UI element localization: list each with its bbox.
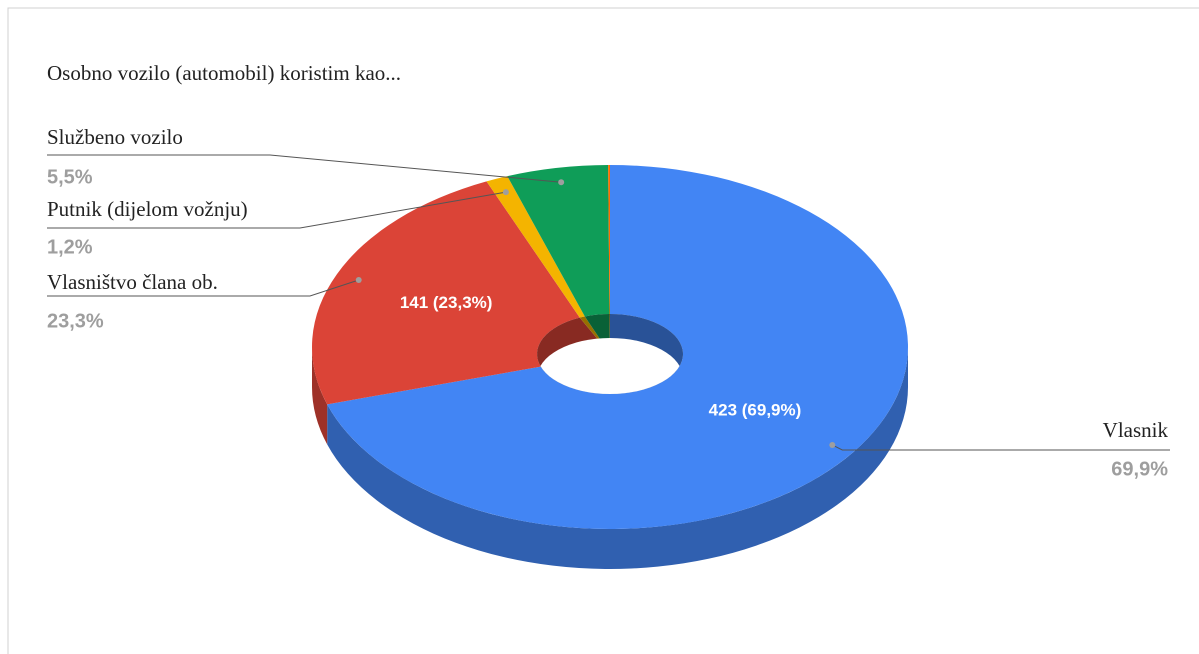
leader-line bbox=[47, 279, 359, 297]
leader-dot bbox=[558, 179, 565, 186]
legend-value: 5,5% bbox=[47, 166, 93, 188]
legend-label: Službeno vozilo bbox=[47, 125, 183, 149]
slice bbox=[608, 164, 610, 314]
legend-value: 1,2% bbox=[47, 236, 93, 258]
legend-label: Putnik (dijelom vožnju) bbox=[47, 197, 248, 221]
slice-side bbox=[327, 347, 908, 570]
leader-dot bbox=[829, 441, 836, 448]
slice bbox=[486, 176, 585, 318]
slice-label: 141 (23,3%) bbox=[400, 293, 493, 312]
leader-dot bbox=[355, 277, 362, 284]
leader-dot bbox=[502, 189, 509, 196]
hole bbox=[537, 338, 683, 394]
slice-side bbox=[312, 347, 328, 445]
leader-line bbox=[47, 191, 506, 229]
slice bbox=[507, 165, 610, 317]
slice bbox=[327, 165, 908, 529]
frame bbox=[7, 7, 1199, 654]
leader-line bbox=[832, 444, 1170, 451]
chart-title: Osobno vozilo (automobil) koristim kao..… bbox=[47, 61, 401, 85]
legend-value: 69,9% bbox=[1111, 458, 1168, 480]
legend-value: 23,3% bbox=[47, 310, 104, 332]
legend-label: Vlasništvo člana ob. bbox=[47, 270, 218, 294]
leader-line bbox=[47, 154, 562, 183]
legend-label: Vlasnik bbox=[1103, 418, 1169, 442]
slice bbox=[311, 181, 580, 405]
slice-label: 423 (69,9%) bbox=[709, 400, 802, 419]
